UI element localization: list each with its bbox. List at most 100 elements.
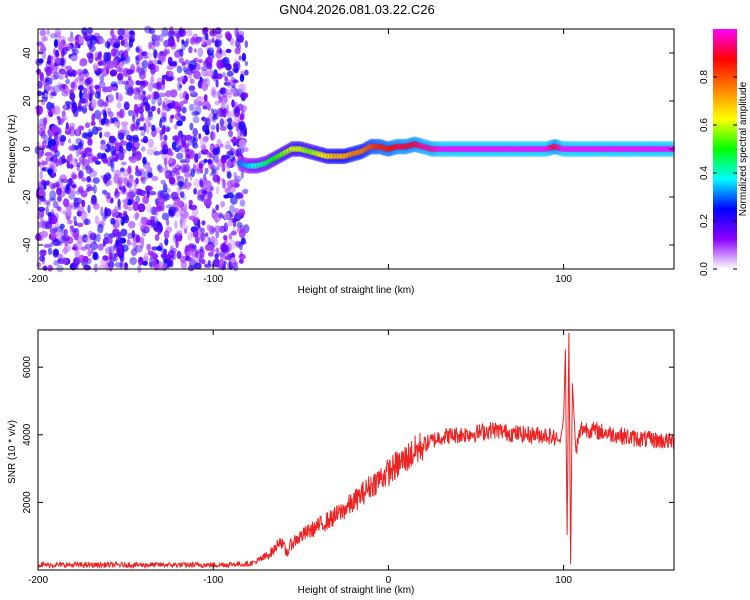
noise-blob	[76, 162, 81, 168]
noise-blob	[135, 177, 139, 185]
noise-blob	[199, 248, 205, 258]
noise-blob	[216, 59, 225, 69]
noise-blob	[176, 250, 182, 260]
noise-blob	[73, 220, 78, 226]
noise-blob	[198, 133, 202, 140]
noise-blob	[129, 257, 137, 265]
noise-blob	[108, 260, 115, 269]
noise-blob	[54, 28, 62, 37]
noise-blob	[228, 239, 237, 250]
noise-blob	[47, 247, 53, 255]
noise-blob	[115, 91, 119, 101]
noise-blob	[71, 174, 78, 180]
noise-blob	[135, 195, 141, 204]
y-tick-label: 4000	[22, 423, 33, 446]
noise-blob	[170, 114, 175, 120]
noise-blob	[109, 236, 113, 245]
noise-blob	[189, 204, 198, 211]
noise-blob	[238, 83, 246, 93]
noise-blob	[201, 69, 209, 77]
noise-blob	[225, 140, 231, 149]
noise-blob	[238, 36, 244, 44]
noise-blob	[232, 79, 239, 84]
noise-blob	[123, 101, 130, 111]
noise-blob	[118, 150, 125, 161]
noise-blob	[74, 198, 80, 204]
noise-blob	[239, 199, 246, 207]
noise-blob	[197, 189, 205, 199]
noise-blob	[101, 189, 108, 195]
noise-blob	[56, 240, 63, 246]
noise-blob	[215, 166, 220, 171]
noise-blob	[224, 256, 232, 261]
noise-blob	[192, 111, 200, 116]
noise-blob	[226, 180, 234, 190]
noise-blob	[240, 193, 244, 199]
noise-blob	[119, 108, 125, 119]
spectrogram-x-ticks: -200 -100 100	[28, 29, 572, 285]
noise-blob	[228, 233, 233, 240]
noise-blob	[242, 129, 247, 137]
noise-blob	[137, 203, 146, 213]
noise-blob	[163, 49, 168, 57]
noise-blob	[145, 116, 151, 126]
noise-blob	[90, 241, 98, 251]
noise-blob	[93, 184, 97, 194]
noise-blob	[180, 191, 185, 199]
noise-blob	[241, 52, 247, 62]
noise-blob	[172, 167, 178, 174]
colorbar-tick-label: 0.6	[699, 118, 710, 132]
noise-blob	[65, 71, 69, 79]
noise-blob	[53, 57, 62, 64]
noise-blob	[149, 215, 155, 221]
noise-blob	[39, 170, 43, 180]
noise-blob	[210, 124, 216, 131]
noise-blob	[131, 145, 137, 155]
noise-blob	[38, 187, 45, 197]
noise-blob	[45, 75, 50, 82]
noise-blob	[58, 35, 66, 44]
noise-blob	[132, 201, 139, 212]
noise-blob	[91, 99, 97, 109]
noise-blob	[119, 109, 123, 118]
noise-blob	[179, 211, 183, 217]
noise-blob	[142, 228, 147, 237]
noise-blob	[137, 106, 144, 114]
noise-blob	[163, 196, 168, 202]
noise-blob	[142, 156, 147, 165]
noise-blob	[177, 200, 185, 208]
spectrogram-x-axis-label: Height of straight line (km)	[298, 285, 415, 296]
noise-blob	[77, 125, 85, 131]
noise-blob	[159, 223, 163, 233]
noise-blob	[179, 76, 185, 81]
noise-blob	[148, 41, 152, 50]
noise-blob	[189, 37, 196, 45]
noise-blob	[156, 34, 161, 42]
noise-blob	[71, 48, 80, 56]
noise-blob	[147, 138, 154, 149]
noise-blob	[63, 103, 67, 110]
noise-blob	[147, 172, 153, 179]
noise-blob	[138, 117, 145, 122]
noise-blob	[37, 221, 42, 229]
noise-blob	[104, 100, 109, 107]
noise-blob	[49, 228, 57, 234]
noise-blob	[88, 44, 96, 53]
noise-blob	[201, 35, 206, 45]
noise-blob	[179, 48, 184, 58]
noise-blob	[116, 180, 123, 190]
noise-blob	[116, 248, 120, 255]
noise-blob	[51, 228, 59, 238]
noise-blob	[59, 68, 66, 75]
noise-blob	[219, 118, 225, 127]
noise-blob	[166, 127, 170, 132]
noise-blob	[37, 80, 43, 89]
noise-blob	[184, 69, 190, 75]
noise-blob	[207, 182, 212, 190]
noise-blob	[214, 27, 222, 34]
noise-blob	[137, 168, 145, 177]
noise-blob	[244, 61, 249, 66]
noise-blob	[105, 246, 112, 255]
noise-blob	[81, 105, 88, 114]
noise-blob	[45, 114, 50, 122]
